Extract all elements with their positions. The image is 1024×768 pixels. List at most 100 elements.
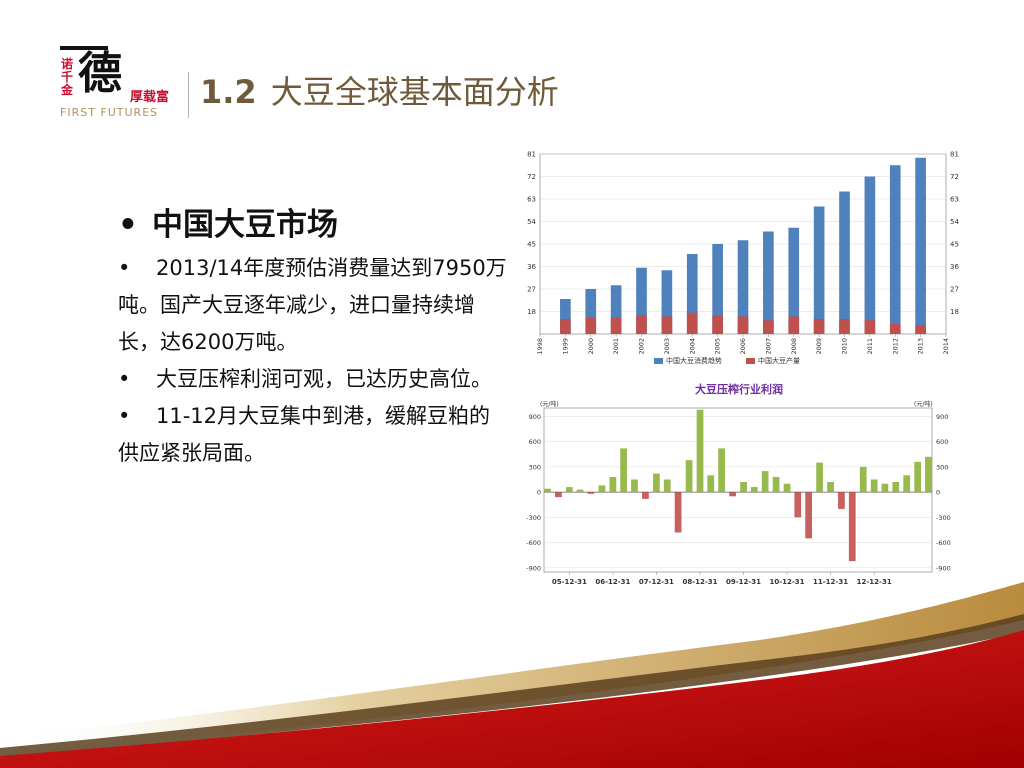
bullet-marker: • xyxy=(118,367,131,391)
chart2-profit-bar xyxy=(620,448,627,493)
chart1-x-tick-label: 2010 xyxy=(841,338,849,355)
chart1-legend-label-production: 中国大豆产量 xyxy=(758,356,800,365)
chart1-x-tick-label: 2002 xyxy=(638,338,646,355)
chart1-y-tick-label: 36 xyxy=(527,263,536,271)
chart2-profit-bar xyxy=(838,492,845,509)
slide-title-text: 大豆全球基本面分析 xyxy=(270,73,559,111)
title-divider xyxy=(188,72,189,118)
company-logo: 诺千金 德 厚载富 FIRST FUTURES xyxy=(56,44,196,124)
wave-red-band xyxy=(0,630,1024,768)
chart1-bar-production xyxy=(610,317,622,334)
chart2-y-tick-label: 900 xyxy=(529,413,541,421)
logo-small-chars: 诺千金 xyxy=(61,57,74,97)
chart1-y2-tick-label: 27 xyxy=(950,286,959,294)
chart1-x-tick-label: 2007 xyxy=(764,338,772,355)
chart1-bar-production xyxy=(686,312,698,334)
chart1-y2-tick-label: 18 xyxy=(950,308,959,316)
chart1-x-tick-label: 2004 xyxy=(688,338,696,355)
chart2-profit-bar xyxy=(914,461,922,493)
chart1-y-tick-label: 54 xyxy=(527,218,536,226)
bullet-item-text: 11-12月大豆集中到港，缓解豆粕的供应紧张局面。 xyxy=(118,404,491,465)
chart2-plot-area xyxy=(543,407,933,573)
chart1-x-tick-label: 2001 xyxy=(612,338,620,355)
chart1-bar-production xyxy=(889,324,901,334)
bullet-item: • 大豆压榨利润可观，已达历史高位。 xyxy=(118,361,510,398)
chart1-bar-consumption xyxy=(636,267,647,334)
chart1-y-tick-label: 63 xyxy=(527,196,536,204)
chart2-profit-bar xyxy=(740,482,747,493)
slide-title-number: 1.2 xyxy=(200,73,257,111)
chart2-y2-tick-label: 0 xyxy=(936,489,940,497)
chart2-profit-bar xyxy=(653,473,660,493)
chart2-profit-bar xyxy=(707,475,715,493)
chart2-x-tick-label: 07-12-31 xyxy=(639,578,674,586)
chart1-x-tick-label: 2012 xyxy=(891,338,899,355)
chart2-profit-bar xyxy=(642,492,649,499)
chart1-bar-production xyxy=(560,319,571,334)
chart2-y-tick-label: 300 xyxy=(529,463,541,471)
chart1-y2-tick-label: 63 xyxy=(950,196,959,204)
chart2-profit-bar xyxy=(663,479,671,493)
slide-title: 1.2 大豆全球基本面分析 xyxy=(200,70,559,114)
chart1-y2-tick-label: 72 xyxy=(950,173,959,181)
chart1-bar-consumption xyxy=(813,206,825,334)
chart2-profit-bar xyxy=(827,482,834,493)
chart1-bar-production xyxy=(737,316,749,334)
chart1-bar-production xyxy=(585,317,597,334)
chart2-profit-bar xyxy=(761,471,769,493)
chart2-profit-bar xyxy=(903,475,911,493)
chart2-profit-bar xyxy=(925,456,932,493)
logo-big-char: 德 xyxy=(78,48,122,99)
chart1-x-tick-label: 1998 xyxy=(536,338,544,355)
chart1-bar-production xyxy=(788,316,800,334)
chart2-y2-tick-label: -300 xyxy=(936,514,951,522)
chart2-profit-bar xyxy=(750,487,758,493)
chart1-legend-label-consumption: 中国大豆消费趋势 xyxy=(666,356,722,365)
chart1-y-tick-label: 81 xyxy=(527,151,536,159)
chart2-profit-bar xyxy=(848,492,856,562)
logo-english-name: FIRST FUTURES xyxy=(60,106,159,119)
chart1-y2-tick-label: 81 xyxy=(950,151,959,159)
chart2-profit-bar xyxy=(805,492,812,539)
wave-gold-band xyxy=(0,582,1024,752)
chart2-y2-tick-label: -900 xyxy=(936,564,951,572)
chart2-profit-bar xyxy=(674,492,682,533)
crush-profit-chart: 大豆压榨行业利润 (元/吨) (元/吨) -900 -600 -300 0 300 600 900… xyxy=(526,382,951,586)
chart2-profit-bar xyxy=(609,476,617,493)
chart1-x-tick-label: 2000 xyxy=(587,338,595,355)
chart2-y-unit-label: (元/吨) xyxy=(540,400,559,408)
chart2-title: 大豆压榨行业利润 xyxy=(695,382,783,396)
chart1-x-tick-label: 2006 xyxy=(739,338,747,355)
chart2-y-tick-label: -300 xyxy=(526,514,541,522)
chart1-bar-consumption xyxy=(712,244,723,334)
chart1-bar-consumption xyxy=(686,254,698,334)
logo-top-bar xyxy=(60,46,108,50)
chart2-profit-bar xyxy=(794,492,802,518)
chart1-legend-swatch-consumption xyxy=(654,358,663,364)
chart2-x-tick-label: 09-12-31 xyxy=(726,578,761,586)
soybean-consumption-production-chart: 18 27 36 45 54 63 72 81 18 27 36 45 54 63 72 81 1998 1999… xyxy=(527,151,959,366)
chart2-profit-bar xyxy=(566,487,573,493)
chart2-y2-tick-label: 300 xyxy=(936,463,948,471)
chart1-y2-tick-label: 54 xyxy=(950,218,959,226)
bullet-item-text: 2013/14年度预估消费量达到7950万吨。国产大豆逐年减少，进口量持续增长，… xyxy=(118,256,507,354)
decorative-wave-footer xyxy=(0,582,1024,768)
chart1-y-tick-label: 72 xyxy=(527,173,536,181)
chart1-bar-production xyxy=(864,320,876,334)
chart2-y2-tick-label: 900 xyxy=(936,413,948,421)
chart1-bar-consumption xyxy=(737,240,749,334)
chart1-bar-production xyxy=(636,315,647,334)
chart1-bar-production xyxy=(813,319,825,334)
chart1-y2-tick-label: 45 xyxy=(950,241,959,249)
chart1-bar-consumption xyxy=(610,285,622,334)
chart1-x-tick-label: 2011 xyxy=(866,338,874,355)
chart2-y-tick-label: -900 xyxy=(526,564,541,572)
chart2-profit-bar xyxy=(587,492,595,494)
chart1-legend-swatch-production xyxy=(746,358,755,364)
chart2-y-tick-label: 0 xyxy=(537,489,541,497)
chart1-bar-production xyxy=(712,315,723,334)
bullet-item: • 2013/14年度预估消费量达到7950万吨。国产大豆逐年减少，进口量持续增长… xyxy=(118,250,510,361)
chart1-bar-consumption xyxy=(661,270,673,334)
chart2-profit-bar xyxy=(576,489,584,493)
chart2-profit-bar xyxy=(816,462,823,493)
